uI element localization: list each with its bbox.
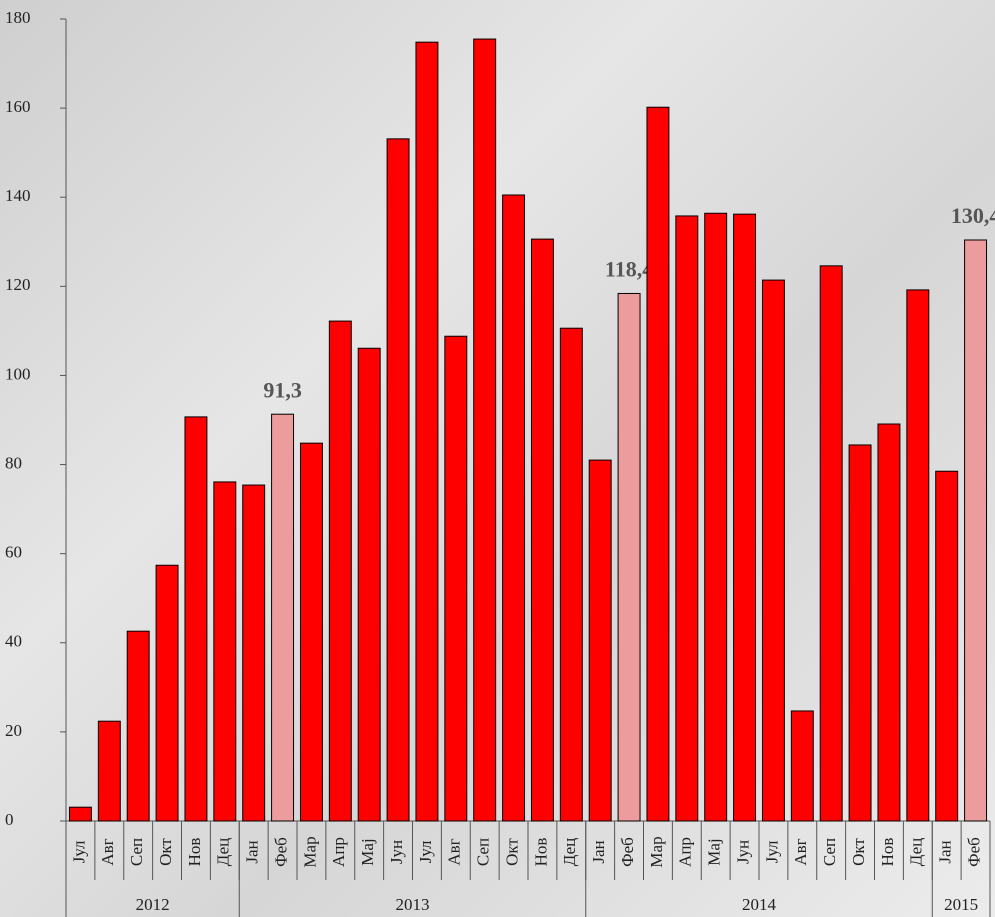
bar xyxy=(299,442,323,822)
x-tick-label: Нов xyxy=(878,838,897,867)
bar xyxy=(386,138,410,822)
x-tick-label: Јан xyxy=(243,840,262,863)
bar xyxy=(184,416,208,822)
x-tick-label: Авг xyxy=(98,838,117,865)
x-tick-label: Нов xyxy=(185,838,204,867)
bar xyxy=(68,806,92,822)
bar xyxy=(559,327,583,822)
bar xyxy=(530,238,554,822)
x-tick-label: Јул xyxy=(69,840,88,863)
bar xyxy=(126,630,150,822)
bar xyxy=(473,38,497,822)
x-tick-label: Окт xyxy=(156,838,175,866)
x-tick-label: Мар xyxy=(647,836,666,867)
x-tick-label: Феб xyxy=(964,837,983,867)
y-tick-label: 180 xyxy=(5,8,31,27)
x-tick-label: Дец xyxy=(907,838,926,866)
bar xyxy=(328,320,352,822)
bar xyxy=(704,212,728,822)
x-tick-label: Апр xyxy=(676,837,695,867)
bar xyxy=(733,213,757,822)
x-tick-label: Апр xyxy=(329,837,348,867)
y-tick-label: 140 xyxy=(5,186,31,205)
y-tick-label: 60 xyxy=(5,543,22,562)
x-tick-label: Сеп xyxy=(474,838,493,866)
x-tick-label: Јул xyxy=(416,840,435,863)
bar xyxy=(935,470,959,822)
x-tick-label: Јан xyxy=(936,840,955,863)
bar xyxy=(155,564,179,822)
bar xyxy=(646,106,670,822)
y-tick-label: 80 xyxy=(5,453,22,472)
data-label: 130,4 xyxy=(951,203,995,228)
y-tick-label: 0 xyxy=(5,810,14,829)
x-tick-label: Сеп xyxy=(127,838,146,866)
x-tick-label: Окт xyxy=(849,838,868,866)
x-tick-label: Мар xyxy=(300,836,319,867)
bar xyxy=(906,289,930,822)
data-label: 118,4 xyxy=(605,257,653,282)
bar xyxy=(790,710,814,822)
data-label: 91,3 xyxy=(263,377,302,402)
bar xyxy=(819,265,843,822)
x-tick-label: Дец xyxy=(560,838,579,866)
x-tick-label: Феб xyxy=(271,837,290,867)
x-tick-label: Дец xyxy=(214,838,233,866)
bar xyxy=(242,484,266,822)
bar xyxy=(761,279,785,822)
y-tick-label: 100 xyxy=(5,364,31,383)
bar xyxy=(444,335,468,822)
x-tick-label: Окт xyxy=(502,838,521,866)
x-tick-label: Јан xyxy=(589,840,608,863)
x-tick-label: Јун xyxy=(387,840,406,864)
y-tick-label: 120 xyxy=(5,275,31,294)
x-tick-label: Мај xyxy=(358,838,377,865)
bar xyxy=(502,194,526,822)
y-tick-label: 160 xyxy=(5,97,31,116)
bar xyxy=(271,413,295,822)
bar xyxy=(357,347,381,822)
x-tick-label: Јул xyxy=(762,840,781,863)
x-tick-label: Мај xyxy=(705,838,724,865)
bar xyxy=(617,292,641,822)
x-tick-label: Авг xyxy=(791,838,810,865)
y-tick-label: 40 xyxy=(5,632,22,651)
bar xyxy=(97,720,121,822)
group-label: 2015 xyxy=(944,895,978,914)
bar xyxy=(415,41,439,822)
x-tick-label: Феб xyxy=(618,837,637,867)
group-label: 2014 xyxy=(742,895,777,914)
x-tick-label: Сеп xyxy=(820,838,839,866)
group-label: 2012 xyxy=(136,895,170,914)
x-tick-label: Јун xyxy=(733,840,752,864)
y-tick-label: 20 xyxy=(5,721,22,740)
bar xyxy=(964,239,988,822)
x-tick-label: Авг xyxy=(445,838,464,865)
bar xyxy=(675,215,699,822)
bar xyxy=(848,444,872,822)
bar xyxy=(877,423,901,822)
group-label: 2013 xyxy=(396,895,430,914)
bar xyxy=(588,459,612,822)
x-tick-label: Нов xyxy=(531,838,550,867)
bar xyxy=(213,481,237,822)
